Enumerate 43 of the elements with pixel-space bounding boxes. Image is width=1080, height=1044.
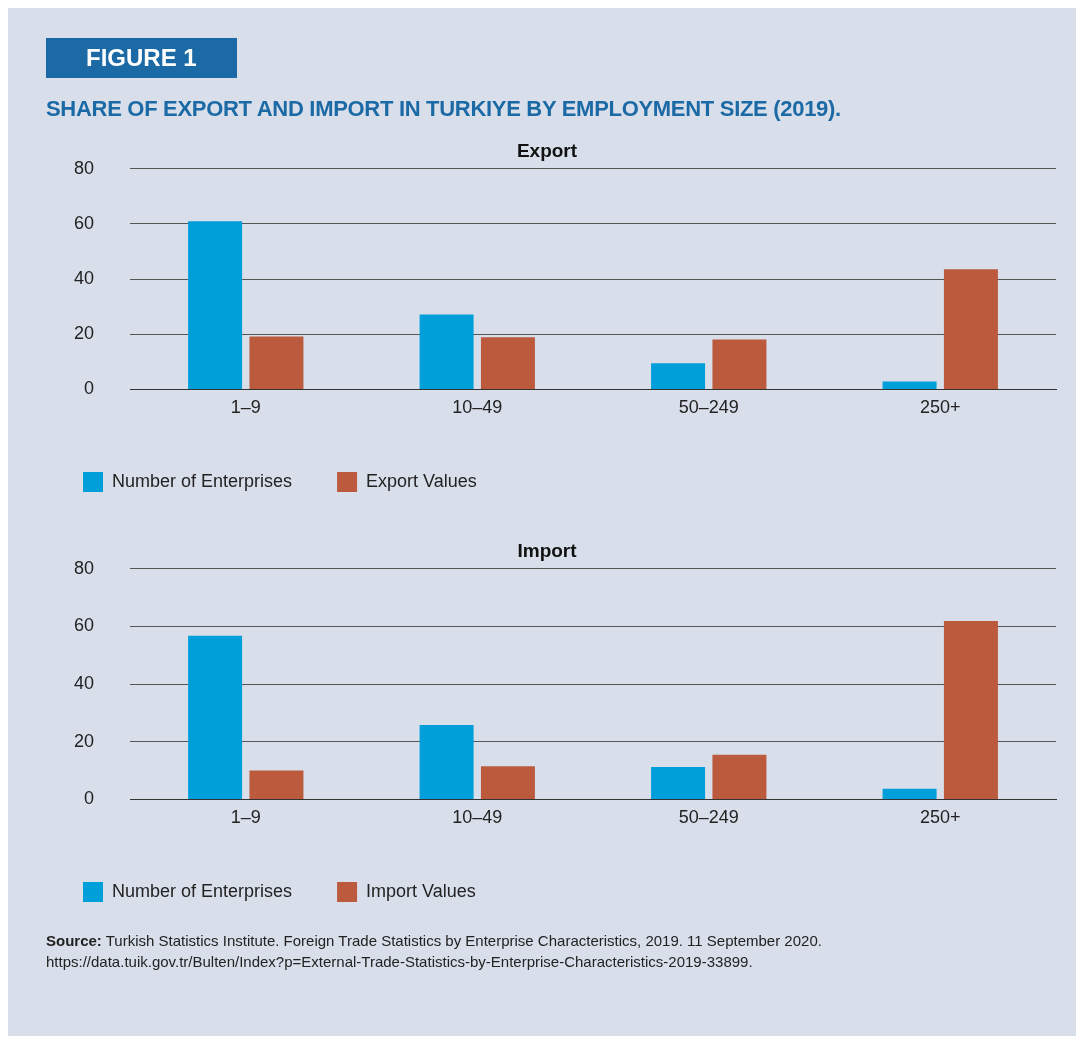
bar <box>188 635 243 799</box>
caption: FIGURE 1 <box>46 38 237 78</box>
bar <box>188 221 243 389</box>
x-tick-label: 1–9 <box>230 807 261 828</box>
bar <box>419 314 474 389</box>
bar <box>249 336 304 389</box>
bar <box>882 381 937 389</box>
bar <box>712 754 767 799</box>
y-tick-label: 80 <box>73 157 95 178</box>
source-note: Source: Turkish Statistics Institute. Foreign Trade Statistics by Enterprise Characteristics, 2019. 11 September 2020. https://data.tuik.gov.tr/Bulten/Index?p=External-Trade-Statistics-by-Enterprise-Characteristics-2019-33899. <box>46 931 823 972</box>
bar <box>419 725 474 799</box>
bar <box>249 770 304 799</box>
bar <box>651 363 706 389</box>
legend-label: Number of Enterprises <box>112 880 293 901</box>
y-tick-label: 20 <box>73 323 95 344</box>
legend-label: Export Values <box>366 470 477 491</box>
bar <box>480 766 535 799</box>
chart-subtitle: Export <box>516 139 578 161</box>
y-tick-label: 60 <box>73 615 95 636</box>
chart-subtitle: Import <box>517 539 578 561</box>
bar <box>943 269 998 389</box>
y-tick-label: 20 <box>73 730 95 751</box>
legend-label: Number of Enterprises <box>112 470 293 491</box>
y-tick-label: 0 <box>84 788 95 809</box>
x-tick-label: 1–9 <box>230 397 261 418</box>
y-tick-label: 40 <box>73 268 95 289</box>
y-tick-label: 0 <box>84 378 95 399</box>
bar <box>712 339 767 389</box>
y-tick-label: 80 <box>73 557 95 578</box>
bar <box>882 788 937 799</box>
x-tick-label: 10–49 <box>452 397 503 418</box>
bar <box>480 337 535 389</box>
bar <box>651 767 706 799</box>
x-tick-label: 50–249 <box>678 807 739 828</box>
y-tick-label: 40 <box>73 673 95 694</box>
bar <box>943 620 998 799</box>
legend-label: Import Values <box>366 880 476 901</box>
y-tick-label: 60 <box>73 212 95 233</box>
x-tick-label: 10–49 <box>452 807 503 828</box>
x-tick-label: 50–249 <box>678 397 739 418</box>
x-tick-label: 250+ <box>919 807 961 828</box>
x-tick-label: 250+ <box>919 397 961 418</box>
chart-title: SHARE OF EXPORT AND IMPORT IN TURKIYE BY EMPLOYMENT SIZE (2019). <box>46 96 842 122</box>
